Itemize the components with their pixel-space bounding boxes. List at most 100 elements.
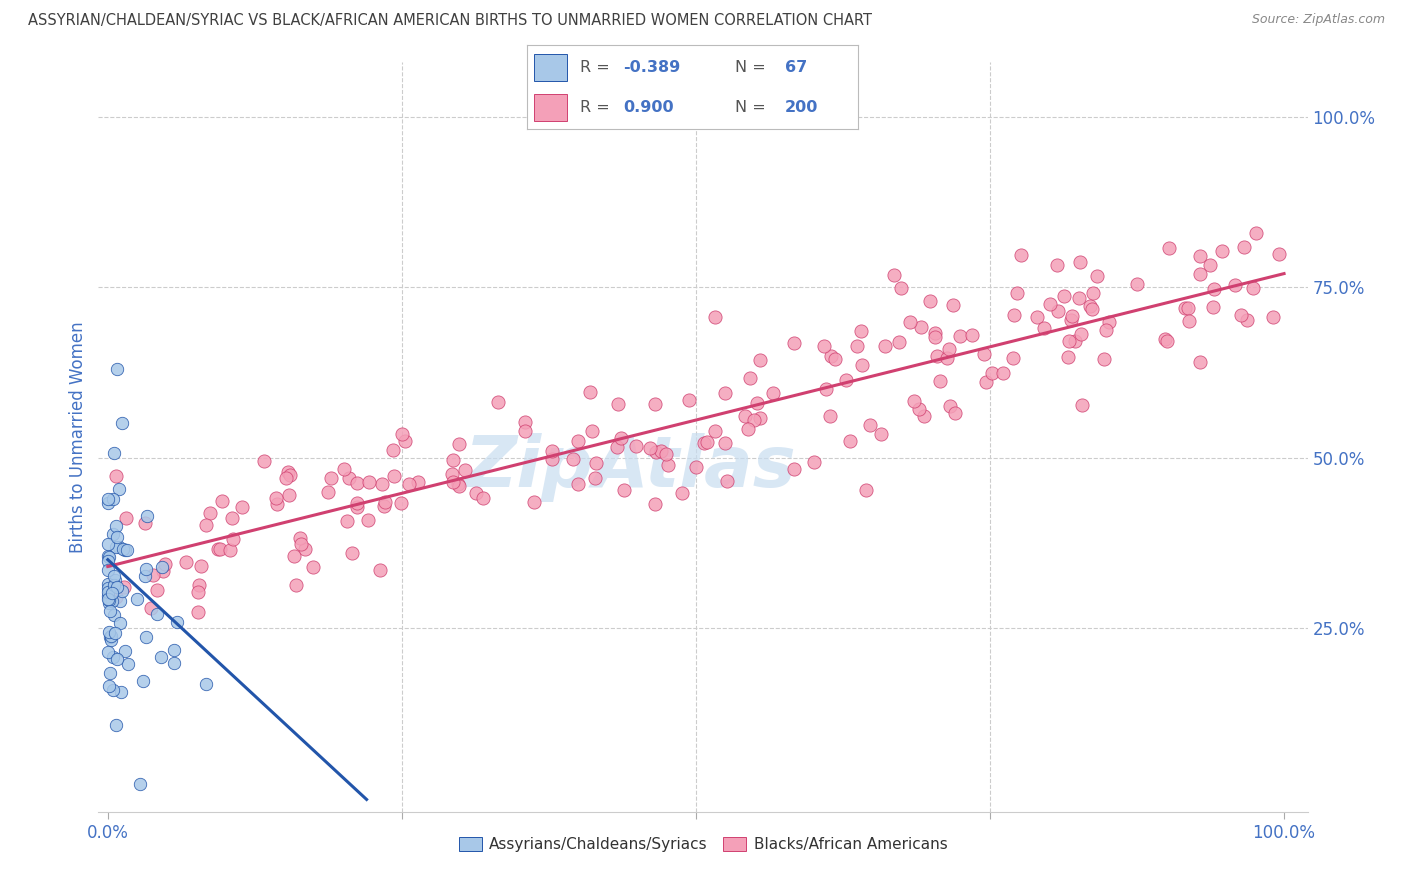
Point [838,434,860,449]
Point [441,475,464,489]
Point [835,373,858,387]
Point [638,442,661,456]
Point [567,476,589,491]
Point [1069,254,1091,268]
Point [1174,301,1197,316]
Point [222,532,245,546]
Point [277,466,299,480]
Point [103,650,125,665]
Point [110,593,132,607]
Point [97,584,120,599]
Point [97,496,120,510]
Point [924,330,946,344]
Point [101,527,124,541]
Legend: Assyrians/Chaldeans/Syriacs, Blacks/African Americans: Assyrians/Chaldeans/Syriacs, Blacks/Afri… [453,830,953,858]
Point [685,459,707,474]
Point [1188,267,1211,281]
Point [98,550,121,565]
Point [114,543,136,558]
Point [870,427,893,442]
Point [135,631,157,645]
Point [142,568,165,582]
Point [264,491,287,505]
Point [398,477,420,491]
Point [101,586,124,600]
Point [111,417,134,431]
Point [1178,314,1201,328]
Point [163,656,186,670]
Point [391,426,413,441]
Point [1267,247,1289,261]
Point [100,593,122,607]
Text: -0.389: -0.389 [623,60,681,75]
Point [449,479,471,493]
Point [1002,308,1025,322]
Point [97,554,120,568]
Point [815,383,838,397]
Point [887,334,910,349]
Point [454,463,477,477]
Point [747,396,769,410]
Point [97,492,120,507]
Point [104,468,127,483]
Point [903,393,925,408]
Point [942,298,965,312]
Point [98,604,121,618]
Point [1092,352,1115,367]
Point [115,543,138,558]
Point [1230,309,1253,323]
Point [97,625,120,640]
Point [1233,240,1256,254]
Point [1080,302,1102,317]
Point [749,353,772,368]
Point [218,542,240,557]
Point [207,541,229,556]
Text: ZipAtlas: ZipAtlas [464,433,796,501]
Point [285,578,308,592]
Point [540,452,562,467]
Point [288,532,311,546]
Point [370,477,392,491]
Point [991,366,1014,380]
Point [108,541,131,555]
Point [1010,248,1032,262]
Point [266,498,288,512]
Point [110,685,132,699]
Point [316,484,339,499]
Point [117,657,139,671]
Point [1060,310,1083,324]
Point [194,517,217,532]
Point [762,386,785,401]
Point [346,496,368,510]
Point [336,514,359,528]
Y-axis label: Births to Unmarried Women: Births to Unmarried Women [69,321,87,553]
Point [103,569,125,583]
Point [980,367,1002,381]
Point [581,424,603,438]
Point [129,777,152,791]
Point [567,434,589,449]
Point [704,310,727,324]
FancyBboxPatch shape [534,54,567,81]
Text: R =: R = [581,60,614,75]
Point [135,562,157,576]
Point [1261,310,1284,324]
Point [655,448,678,462]
Point [910,320,932,334]
Point [208,541,231,556]
Point [97,563,120,577]
Point [1202,282,1225,296]
Point [693,435,716,450]
Point [104,590,127,604]
Text: 0.900: 0.900 [623,100,673,115]
Point [1157,242,1180,256]
Point [610,431,633,445]
Point [441,452,464,467]
Point [278,468,301,483]
Point [1236,312,1258,326]
Point [1046,258,1069,272]
Point [1059,334,1081,348]
Point [198,507,221,521]
Point [146,582,169,597]
Point [346,475,368,490]
